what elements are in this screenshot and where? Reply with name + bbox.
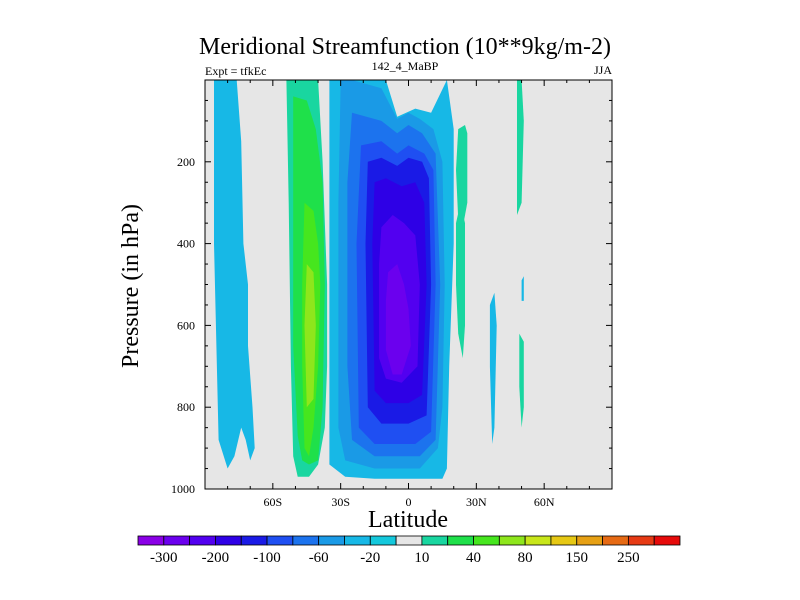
plot-frame	[204, 79, 613, 490]
contour-region-nh-cell-f	[521, 276, 524, 301]
x-axis-title: Latitude	[368, 507, 448, 533]
colorbar-swatch	[344, 535, 371, 546]
colorbar-swatch	[473, 535, 500, 546]
contour-region-hadley-cell-250	[385, 264, 411, 375]
colorbar-label: -100	[253, 550, 281, 566]
y-axis-title: Pressure (in hPa)	[118, 204, 144, 368]
y-tick-label: 200	[177, 155, 195, 169]
contour-region-southern-cell-60	[304, 264, 316, 408]
colorbar-swatch	[498, 535, 526, 546]
contour-region-nh-cell-c	[489, 292, 497, 444]
colorbar-labels: -300 -200 -100 -60 -20 10 40 80 150 250	[150, 550, 640, 566]
y-tick-label: 1000	[171, 482, 195, 496]
experiment-label: Expt = tfkEc	[205, 64, 266, 78]
season-label: JJA	[594, 63, 612, 77]
colorbar-swatch	[653, 535, 681, 546]
colorbar-swatch	[576, 535, 603, 546]
contour-regions	[214, 80, 524, 479]
x-tick-label: 30N	[466, 495, 487, 509]
contour-region-nh-cell-b	[456, 125, 468, 228]
colorbar-swatch	[266, 535, 294, 546]
colorbar-label: 80	[518, 550, 533, 566]
colorbar	[137, 535, 681, 546]
colorbar-swatch	[369, 535, 397, 546]
chart-title: Meridional Streamfunction (10**9kg/m-2)	[199, 34, 611, 60]
x-tick-label: 60N	[534, 495, 555, 509]
colorbar-label: -200	[202, 550, 230, 566]
x-tick-labels: 60S 30S 0 30N 60N	[263, 495, 554, 509]
colorbar-swatch	[395, 535, 423, 546]
contour-region-nh-cell-a	[456, 202, 465, 359]
colorbar-swatch	[163, 535, 191, 546]
colorbar-swatch	[137, 535, 165, 546]
colorbar-swatch	[189, 535, 216, 546]
colorbar-swatch	[550, 535, 578, 546]
x-tick-label: 30S	[331, 495, 350, 509]
y-tick-label: 800	[177, 400, 195, 414]
colorbar-swatch	[215, 535, 242, 546]
colorbar-swatch	[240, 535, 268, 546]
colorbar-swatch	[602, 535, 629, 546]
colorbar-label: -60	[309, 550, 329, 566]
y-tick-label: 400	[177, 237, 195, 251]
colorbar-label: -20	[360, 550, 380, 566]
colorbar-swatch	[292, 535, 320, 546]
colorbar-swatch	[627, 535, 655, 546]
contour-region-nh-cell-d	[517, 80, 524, 215]
colorbar-swatch	[524, 535, 552, 546]
y-tick-labels: 200 400 600 800 1000	[171, 155, 195, 496]
run-label: 142_4_MaBP	[372, 59, 439, 73]
colorbar-label: 40	[466, 550, 481, 566]
x-tick-label: 0	[406, 495, 412, 509]
y-tick-label: 600	[177, 318, 195, 332]
colorbar-swatch	[447, 535, 474, 546]
contour-region-south-polar-cell	[214, 80, 255, 469]
colorbar-label: 150	[566, 550, 589, 566]
x-tick-label: 60S	[263, 495, 282, 509]
colorbar-swatch	[318, 535, 345, 546]
colorbar-swatch	[421, 535, 449, 546]
colorbar-label: 250	[617, 550, 640, 566]
colorbar-label: -300	[150, 550, 178, 566]
contour-region-nh-cell-e	[519, 333, 524, 428]
colorbar-label: 10	[414, 550, 429, 566]
